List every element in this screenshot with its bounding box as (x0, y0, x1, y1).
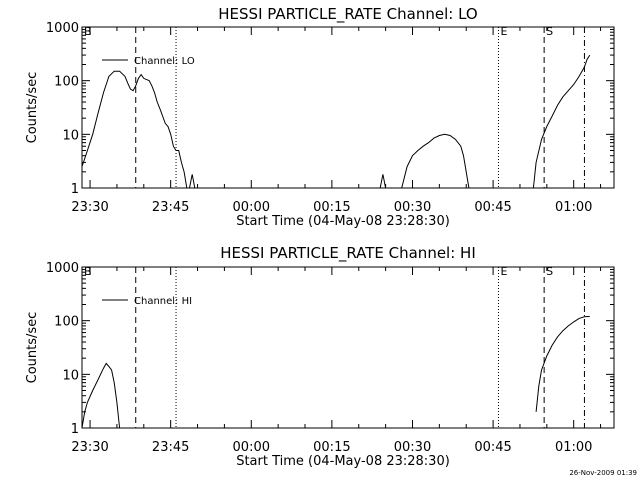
chart1-x-tick-label: 23:30 (71, 200, 108, 215)
chart1-marker-label-b: B (84, 25, 92, 38)
chart2-plot-frame (81, 266, 615, 429)
chart1-y-tick-label: 1000 (46, 21, 79, 36)
chart2-y-tick-label: 1 (71, 422, 79, 437)
chart2-x-tick-label: 00:00 (233, 440, 270, 455)
chart1-y-tick-label: 10 (62, 128, 79, 143)
chart1-series-line-1-segment-5 (532, 54, 591, 189)
chart1-series-line-1-segment-4 (401, 133, 470, 189)
chart1-series-line-1-segment-2 (189, 174, 196, 189)
chart1-x-tick-label: 01:00 (555, 200, 592, 215)
chart1-marker-label-s: S (546, 25, 553, 38)
chart2-marker-label-e: E (500, 265, 507, 278)
chart2-series-line-1-segment-2 (535, 315, 590, 412)
chart2-x-tick-label: 00:45 (474, 440, 511, 455)
chart1-marker-label-e: E (500, 25, 507, 38)
chart1-title: HESSI PARTICLE_RATE Channel: LO (218, 5, 477, 24)
chart2-x-tick-label: 23:45 (152, 440, 189, 455)
chart1-x-tick-label: 00:00 (233, 200, 270, 215)
chart2-marker-label-s: S (546, 265, 553, 278)
chart1-y-axis-label: Counts/sec (25, 72, 40, 144)
chart1-x-axis-label: Start Time (04-May-08 23:28:30) (236, 214, 450, 229)
date-stamp: 26-Nov-2009 01:39 (569, 469, 637, 477)
chart1-legend-label: Channel: LO (134, 56, 195, 67)
chart1-y-tick-label: 100 (54, 75, 79, 90)
chart1-x-tick-label: 00:45 (474, 200, 511, 215)
chart2-y-axis-label: Counts/sec (25, 312, 40, 384)
chart1-series-line-1-segment-1 (81, 70, 188, 189)
chart2-y-tick-label: 100 (54, 315, 79, 330)
chart2-series-line-1-segment-1 (81, 362, 121, 429)
chart2-title: HESSI PARTICLE_RATE Channel: HI (220, 244, 476, 263)
chart2-legend-label: Channel: HI (134, 296, 192, 307)
chart1-y-tick-label: 1 (71, 182, 79, 197)
chart2-x-tick-label: 00:15 (313, 440, 350, 455)
chart1-x-tick-label: 23:45 (152, 200, 189, 215)
chart2-x-tick-label: 01:00 (555, 440, 592, 455)
chart1-plot-frame (81, 26, 615, 189)
chart1-x-tick-label: 00:30 (394, 200, 431, 215)
chart2-y-tick-label: 1000 (46, 261, 79, 276)
chart1-series-line-1-segment-3 (379, 174, 387, 189)
chart2-marker-label-b: B (84, 265, 92, 278)
chart1-x-tick-label: 00:15 (313, 200, 350, 215)
chart2-y-tick-label: 10 (62, 368, 79, 383)
chart2-x-axis-label: Start Time (04-May-08 23:28:30) (236, 454, 450, 469)
chart2-x-tick-label: 00:30 (394, 440, 431, 455)
chart2-x-tick-label: 23:30 (71, 440, 108, 455)
